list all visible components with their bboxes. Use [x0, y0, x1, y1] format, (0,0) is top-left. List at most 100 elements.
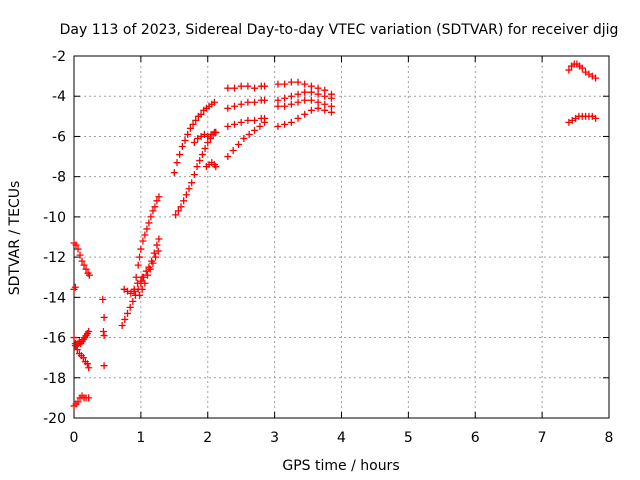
data-point [136, 291, 144, 299]
data-point [237, 100, 245, 108]
data-point [274, 80, 282, 88]
data-point [301, 110, 309, 118]
data-point [172, 211, 180, 219]
data-point [85, 394, 93, 402]
data-point [592, 114, 600, 122]
data-point [155, 193, 163, 201]
data-point [99, 295, 107, 303]
data-point [231, 120, 238, 128]
data-point [251, 126, 259, 134]
data-point [137, 277, 145, 285]
data-point [154, 247, 162, 255]
data-point [144, 271, 152, 279]
data-point [70, 334, 78, 342]
data-point [307, 96, 315, 104]
data-point [176, 151, 184, 159]
data-point [71, 342, 79, 350]
data-point [314, 84, 322, 92]
data-point [321, 100, 329, 108]
data-point [244, 82, 252, 90]
y-tick-labels: -20 -18 -16 -14 -12 -10 -8 -6 -4 -2 [43, 49, 66, 427]
data-point [281, 120, 289, 128]
data-point [201, 145, 209, 153]
data-point [307, 106, 315, 114]
data-point [170, 169, 178, 177]
data-point [197, 110, 205, 118]
data-point [188, 179, 196, 187]
data-point [182, 191, 190, 199]
data-point [153, 241, 161, 249]
x-tick-label: 3 [270, 430, 279, 446]
data-point [184, 130, 192, 138]
data-point [321, 86, 329, 94]
data-point [149, 259, 157, 267]
x-tick-label: 1 [136, 430, 145, 446]
data-point [287, 100, 295, 108]
data-point [327, 102, 335, 110]
data-point [314, 90, 322, 98]
data-point [83, 360, 91, 368]
data-point [245, 130, 253, 138]
data-point [100, 362, 108, 370]
data-point [139, 237, 147, 245]
data-point [294, 98, 302, 106]
data-point [314, 104, 322, 112]
data-point [134, 261, 142, 269]
y-tick-label: -10 [43, 210, 66, 226]
data-point [244, 98, 252, 106]
data-point [126, 303, 134, 311]
data-point [261, 96, 269, 104]
data-point [301, 80, 309, 88]
data-point [224, 84, 232, 92]
data-point [281, 80, 289, 88]
x-tick-labels: 0 1 2 3 4 5 6 7 8 [70, 430, 614, 446]
data-point [73, 346, 81, 354]
x-tick-label: 2 [203, 430, 212, 446]
grid-lines [74, 56, 609, 418]
data-point [141, 279, 149, 287]
data-point [174, 207, 182, 215]
data-points [70, 60, 600, 410]
data-point [118, 321, 126, 329]
data-point [301, 96, 309, 104]
data-point [237, 118, 245, 126]
data-point [229, 147, 237, 155]
data-point [261, 118, 269, 126]
data-point [578, 64, 586, 72]
data-point [565, 66, 573, 74]
data-point [190, 138, 198, 146]
data-point [237, 82, 245, 90]
data-point [274, 102, 282, 110]
x-tick-label: 5 [404, 430, 413, 446]
data-point [136, 253, 144, 261]
data-point [138, 285, 146, 293]
data-point [85, 271, 93, 279]
data-point [80, 261, 88, 269]
data-point [177, 203, 185, 211]
data-point [100, 313, 108, 321]
data-point [153, 197, 161, 205]
data-point [100, 332, 108, 340]
data-point [224, 153, 232, 161]
data-point [189, 120, 197, 128]
y-tick-label: -12 [43, 250, 66, 266]
data-point [149, 207, 157, 215]
data-point [321, 106, 329, 114]
data-point [132, 273, 140, 281]
data-point [307, 82, 315, 90]
y-tick-label: -18 [43, 371, 66, 387]
data-point [121, 315, 129, 323]
data-point [147, 213, 155, 221]
data-point [180, 197, 188, 205]
data-point [74, 245, 82, 253]
data-point [198, 151, 206, 159]
data-point [196, 157, 204, 165]
data-point [251, 98, 259, 106]
data-point [146, 265, 154, 273]
x-tick-label: 0 [70, 430, 79, 446]
data-point [74, 398, 82, 406]
data-point [150, 249, 158, 257]
data-point [85, 364, 93, 372]
x-axis-label: GPS time / hours [282, 458, 399, 474]
y-tick-label: -4 [52, 89, 66, 105]
